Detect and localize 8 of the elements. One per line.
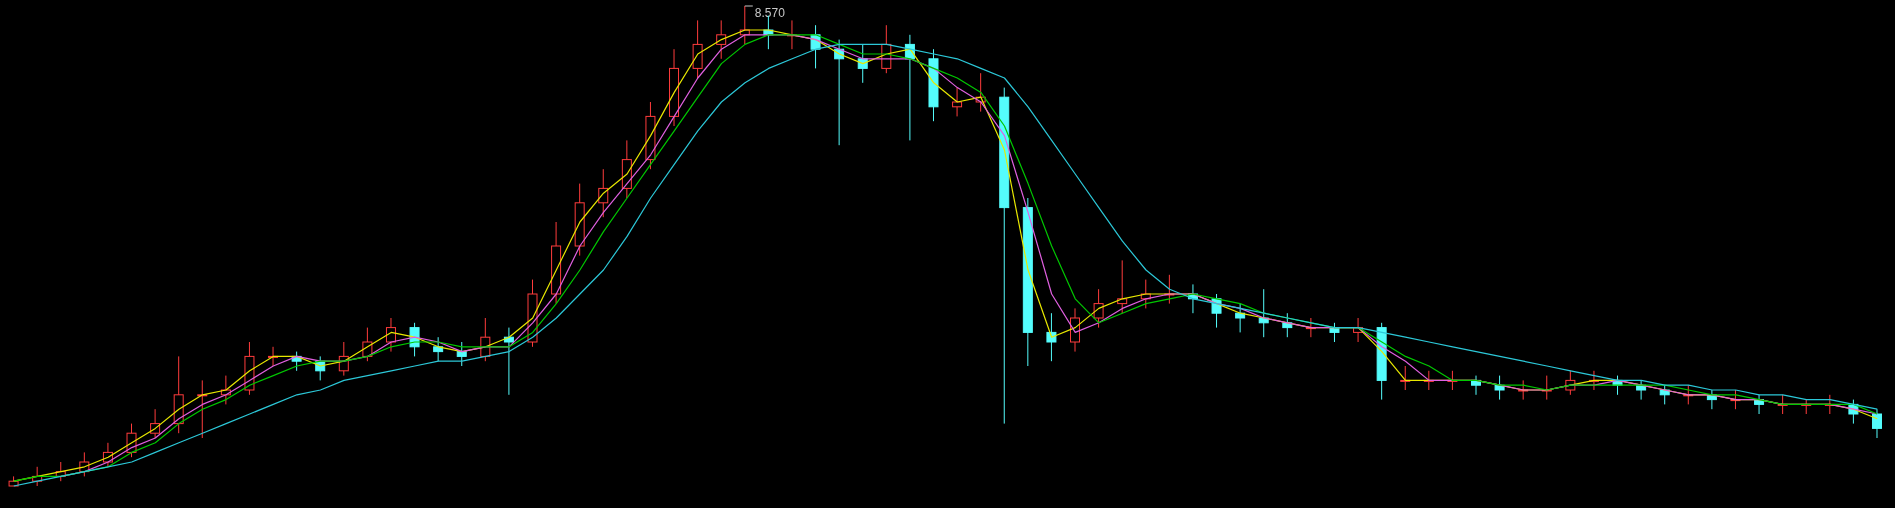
candlestick (456, 341, 467, 367)
candlestick (1093, 288, 1104, 329)
candlestick (1235, 303, 1246, 333)
annotation: 8.570 (754, 6, 786, 20)
candlestick (433, 336, 444, 362)
candlestick (952, 87, 963, 117)
candlestick (1871, 408, 1882, 439)
candlestick (1329, 322, 1340, 343)
